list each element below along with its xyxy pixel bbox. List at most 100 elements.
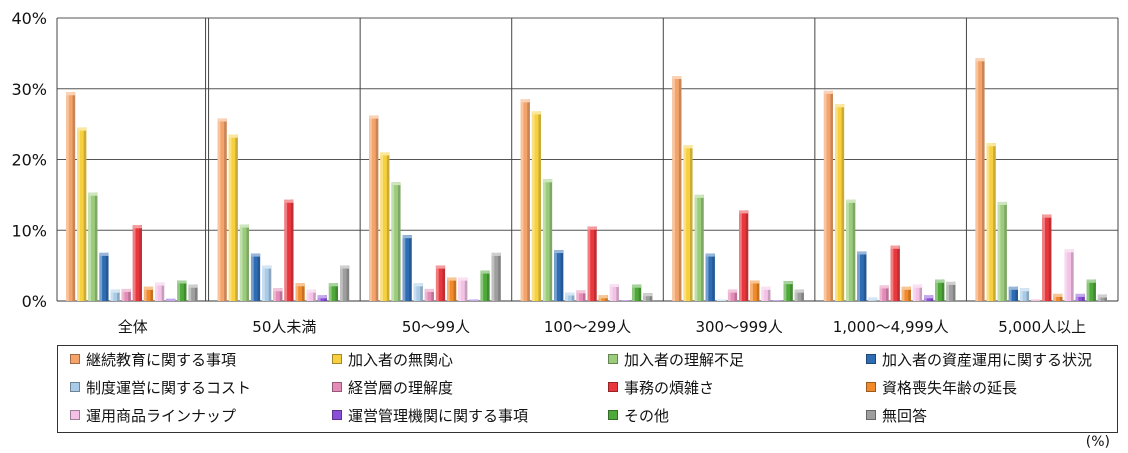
bar-top (879, 285, 889, 289)
bar-top (391, 182, 401, 186)
bar-top (935, 279, 945, 283)
bar-highlight (554, 250, 557, 301)
x-tick-label: 50人未満 (252, 318, 316, 336)
bar (469, 299, 479, 301)
bar-body (262, 265, 272, 301)
bar-highlight (1086, 279, 1090, 301)
bar-body (683, 145, 693, 301)
bar (1019, 288, 1030, 301)
bar-top (340, 265, 350, 269)
bar-shadow (863, 251, 867, 301)
bar-top (672, 76, 682, 80)
bar (946, 281, 956, 301)
bar-highlight (66, 92, 69, 301)
bar-top (868, 297, 878, 301)
bar (121, 288, 131, 301)
bar-body (480, 270, 490, 301)
unit-label: (%) (1085, 434, 1110, 450)
bar-highlight (935, 279, 938, 301)
bar (823, 90, 833, 301)
bar-top (447, 277, 457, 281)
bar-shadow (582, 290, 586, 301)
bar-shadow (235, 134, 238, 301)
bar-top (121, 288, 131, 292)
bar-body (997, 201, 1007, 301)
bar-shadow (128, 288, 131, 301)
bar (834, 104, 845, 301)
bar (239, 224, 249, 301)
bar-shadow (117, 289, 120, 301)
bar-shadow (527, 99, 530, 301)
bar-shadow (712, 253, 715, 301)
bar (576, 290, 586, 301)
y-tick-label: 0% (22, 292, 47, 311)
bar (284, 199, 294, 301)
bar-shadow (313, 289, 316, 301)
legend-swatch (866, 354, 876, 364)
bar-shadow (841, 104, 845, 301)
bar-top (554, 250, 564, 254)
legend-item: その他 (608, 404, 669, 426)
bar-shadow (246, 224, 249, 301)
bar-top (901, 286, 911, 290)
bar-shadow (594, 226, 597, 301)
bar-body (609, 284, 619, 301)
bar-highlight (761, 286, 765, 301)
bar-top (890, 245, 900, 249)
bar (155, 282, 165, 301)
bar-top (317, 295, 327, 299)
bar-top (273, 288, 283, 292)
bar-body (890, 245, 900, 301)
bar-shadow (397, 182, 401, 301)
bar-highlight (1008, 286, 1012, 301)
legend-swatch (70, 410, 80, 420)
bar-top (239, 224, 249, 228)
legend-item: 経営層の理解度 (332, 376, 453, 398)
bar-top (88, 192, 98, 196)
bar (1053, 293, 1063, 301)
bar-top (694, 194, 704, 198)
bar-highlight (783, 281, 787, 301)
bar-body (284, 199, 294, 301)
bar-body (672, 76, 682, 301)
bar-highlight (531, 111, 535, 301)
bar-highlight (890, 245, 894, 301)
bar-top (834, 104, 845, 108)
chart-legend: 継続教育に関する事項 加入者の無関心 加入者の理解不足 加入者の資産運用に関する状況制… (57, 345, 1118, 433)
bar-shadow (689, 145, 693, 301)
bar-top (217, 118, 227, 122)
bar-highlight (794, 289, 798, 301)
bar-top (520, 99, 530, 103)
bar-top (587, 226, 597, 230)
legend-item: 無回答 (866, 404, 927, 426)
legend-label: 無回答 (882, 406, 928, 425)
bar-highlight (369, 115, 372, 301)
bar-shadow (139, 225, 142, 301)
bar-top (946, 281, 956, 285)
bar (1086, 279, 1096, 301)
bar-highlight (694, 194, 698, 301)
bar (1008, 286, 1018, 301)
bar-highlight (1064, 249, 1068, 301)
bar-body (188, 284, 198, 301)
y-tick-label: 20% (11, 151, 47, 170)
bar (402, 235, 412, 301)
legend-swatch (70, 382, 80, 392)
bar-highlight (632, 284, 635, 301)
bar-shadow (302, 283, 305, 301)
bar-body (520, 99, 530, 301)
bar (166, 298, 176, 301)
bar-top (380, 152, 390, 156)
bar-top (761, 286, 771, 290)
bar (772, 300, 782, 301)
bar-body (121, 288, 131, 301)
bar-top (1075, 293, 1085, 297)
bar-highlight (609, 284, 613, 301)
bar-body (447, 277, 457, 301)
bar-top (1086, 279, 1096, 283)
bar-top (609, 284, 619, 288)
bar-body (912, 284, 923, 301)
bar-top (262, 265, 272, 269)
bar-shadow (409, 235, 412, 301)
bar-shadow (886, 285, 889, 301)
